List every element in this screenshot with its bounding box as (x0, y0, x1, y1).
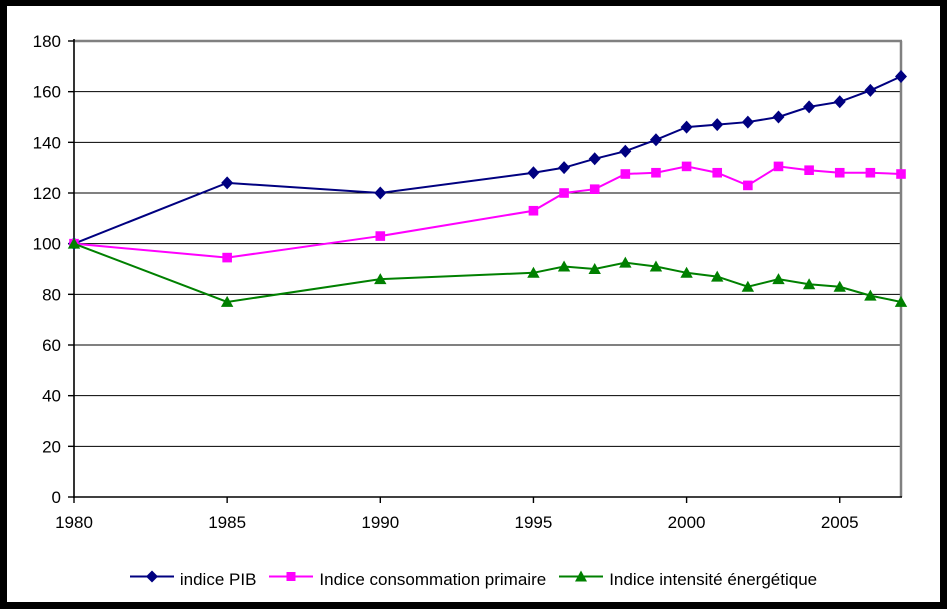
series-marker-indice-consommation-primaire (375, 231, 386, 241)
y-tick-label: 80 (42, 285, 61, 304)
series-marker-indice-pib (374, 186, 387, 200)
series-marker-indice-intensite-energetique (802, 278, 816, 290)
series-marker-indice-consommation-primaire (559, 188, 569, 198)
series-marker-indice-pib (895, 69, 907, 83)
x-tick-label: 1990 (361, 513, 399, 532)
legend-item-consommation-primaire: Indice consommation primaire (269, 569, 546, 589)
y-tick-label: 0 (52, 488, 61, 507)
series-marker-indice-consommation-primaire (896, 169, 906, 179)
series-marker-indice-pib (619, 144, 632, 158)
series-marker-indice-consommation-primaire (589, 184, 600, 194)
series-marker-indice-consommation-primaire (222, 252, 232, 263)
series-marker-indice-intensite-energetique (649, 260, 663, 272)
series-marker-indice-intensite-energetique (833, 280, 846, 292)
series-marker-indice-consommation-primaire (528, 205, 539, 216)
series-marker-indice-intensite-energetique (772, 273, 785, 285)
series-marker-indice-consommation-primaire (681, 161, 692, 172)
series-marker-indice-intensite-energetique (894, 295, 908, 307)
series-marker-indice-pib (588, 152, 601, 166)
series-marker-indice-consommation-primaire (804, 165, 814, 175)
y-tick-label: 40 (42, 387, 61, 406)
series-marker-indice-consommation-primaire (865, 167, 876, 178)
legend-item-indice-pib: indice PIB (129, 569, 257, 589)
series-marker-indice-intensite-energetique (67, 237, 81, 249)
series-marker-indice-pib (680, 120, 693, 134)
series-marker-indice-pib (558, 161, 571, 175)
legend-label: Indice consommation primaire (319, 569, 547, 589)
y-tick-label: 160 (33, 83, 61, 102)
series-marker-indice-intensite-energetique (220, 295, 234, 307)
series-marker-indice-pib (833, 95, 846, 109)
series-marker-indice-intensite-energetique (680, 266, 693, 278)
y-tick-label: 60 (42, 336, 61, 355)
x-tick-label: 1980 (55, 513, 93, 532)
line-triangle-marker-icon (559, 569, 604, 589)
plot-area: 0 20 40 60 80 100 120 140 160 180 1980 1985 1990 1995… (33, 32, 908, 532)
y-tick-label: 180 (33, 32, 61, 51)
series-marker-indice-consommation-primaire (620, 169, 631, 179)
series-marker-indice-intensite-energetique (374, 273, 387, 285)
series-marker-indice-consommation-primaire (651, 167, 661, 178)
y-tick-label: 20 (42, 437, 61, 456)
x-tick-label: 1985 (208, 513, 246, 532)
y-tick-label: 100 (33, 235, 61, 254)
series-marker-indice-intensite-energetique (711, 270, 724, 282)
series-line-indice-consommation-primaire (73, 165, 902, 259)
series-marker-indice-intensite-energetique (741, 280, 755, 292)
legend-label: indice PIB (179, 569, 257, 589)
legend-item-intensite-energetique: Indice intensité énergétique (559, 569, 817, 589)
series-line-indice-pib (73, 75, 902, 245)
series-marker-indice-pib (772, 110, 785, 124)
series-marker-indice-pib (649, 133, 662, 147)
series-marker-indice-intensite-energetique (527, 266, 540, 278)
series-marker-indice-pib (803, 100, 816, 114)
series-marker-indice-pib (711, 118, 724, 132)
series-marker-indice-intensite-energetique (864, 289, 877, 301)
legend-label: Indice intensité énergétique (609, 569, 818, 589)
x-tick-label: 2000 (668, 513, 706, 532)
x-tick-label: 2005 (821, 513, 859, 532)
series-marker-indice-consommation-primaire (834, 167, 845, 178)
series-marker-indice-pib (221, 176, 234, 190)
series-marker-indice-intensite-energetique (557, 260, 571, 272)
series-marker-indice-pib (527, 166, 540, 180)
series-marker-indice-intensite-energetique (619, 256, 632, 268)
series-marker-indice-consommation-primaire (743, 180, 753, 191)
series-marker-indice-consommation-primaire (773, 161, 784, 172)
series-marker-indice-pib (864, 83, 877, 97)
series-marker-indice-intensite-energetique (588, 263, 601, 274)
series-marker-indice-pib (741, 115, 754, 129)
legend: indice PIB Indice consommation primaire … (0, 563, 947, 595)
chart-background (7, 6, 940, 602)
line-square-marker-icon (269, 569, 314, 589)
x-tick-label: 1995 (515, 513, 553, 532)
y-tick-label: 120 (33, 184, 61, 203)
y-tick-label: 140 (33, 133, 61, 152)
line-diamond-marker-icon (129, 569, 174, 589)
series-line-indice-intensite-energetique (73, 242, 902, 303)
series-marker-indice-consommation-primaire (712, 167, 723, 178)
